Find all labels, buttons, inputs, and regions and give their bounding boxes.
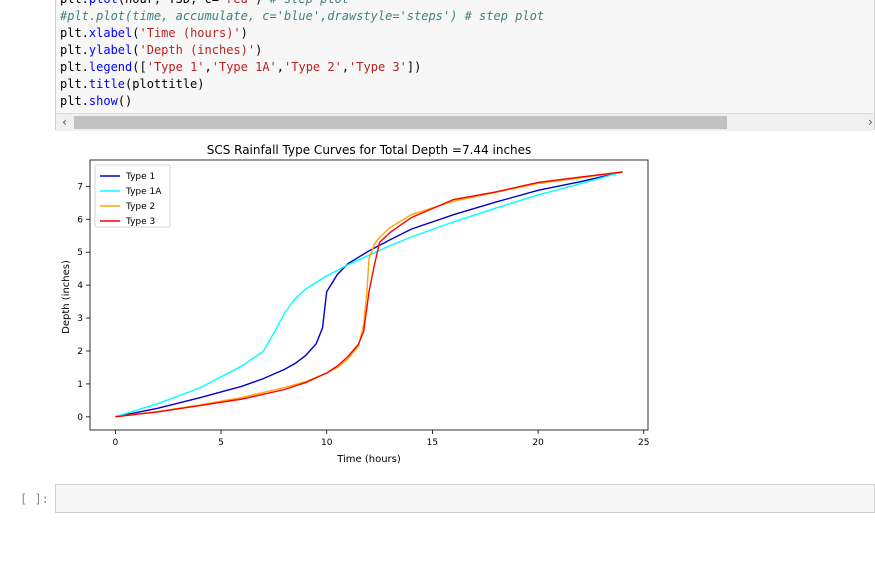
scroll-right-icon[interactable]: › <box>868 115 873 129</box>
code-token: plt. <box>60 94 89 108</box>
x-tick-label: 0 <box>112 438 118 448</box>
series-layer <box>115 171 623 418</box>
code-token: plt. <box>60 77 89 91</box>
code-token: plt. <box>60 26 89 40</box>
code-token: legend <box>88 60 133 74</box>
y-tick-label: 7 <box>77 182 83 192</box>
code-token: ylabel <box>88 43 133 57</box>
ticks-layer: 0 5 10 15 20 25 0 1 2 3 4 5 6 7 <box>77 182 649 448</box>
y-tick-label: 4 <box>77 281 83 291</box>
scrollbar-thumb[interactable] <box>74 116 727 129</box>
code-token: ) <box>255 0 269 6</box>
rainfall-chart: SCS Rainfall Type Curves for Total Depth… <box>61 143 649 465</box>
series-line-type-1 <box>115 171 623 418</box>
code-line: #plt.plot(time, accumulate, c='blue',dra… <box>60 8 544 25</box>
y-tick-label: 0 <box>77 413 83 423</box>
x-tick-label: 10 <box>321 438 333 448</box>
code-token: ( <box>132 43 140 57</box>
code-token: 'Type 2' <box>284 60 342 74</box>
code-line: plt.ylabel('Depth (inches)') <box>60 42 544 59</box>
y-tick-label: 3 <box>77 314 83 324</box>
x-tick-label: 15 <box>427 438 438 448</box>
code-token: , <box>204 60 212 74</box>
code-token: #plt.plot(time, accumulate, c='blue',dra… <box>60 9 545 23</box>
code-token: , <box>276 60 285 74</box>
scroll-left-icon[interactable]: ‹ <box>62 115 67 129</box>
code-token: ]) <box>406 60 422 74</box>
code-token: 'Depth (inches)' <box>139 43 256 57</box>
code-token: show <box>88 94 118 108</box>
code-token: 'Type 1A' <box>211 60 277 74</box>
code-token: ) <box>240 26 248 40</box>
code-token: ) <box>255 43 263 57</box>
x-tick-label: 5 <box>218 438 224 448</box>
code-token: title <box>88 77 126 91</box>
code-token: ( <box>132 26 140 40</box>
code-token: , c= <box>190 0 219 6</box>
chart-title: SCS Rainfall Type Curves for Total Depth… <box>207 143 532 157</box>
x-tick-label: 25 <box>638 438 649 448</box>
code-line: plt.xlabel('Time (hours)') <box>60 25 544 42</box>
code-line: plt.plot(hour, T3D, c='red') # step plot <box>60 0 544 8</box>
code-token: plot <box>89 0 118 6</box>
code-token: (hour, <box>118 0 169 6</box>
legend-label: Type 1A <box>125 187 162 197</box>
plot-frame <box>89 159 649 431</box>
cell-output: SCS Rainfall Type Curves for Total Depth… <box>55 135 655 470</box>
y-tick-label: 6 <box>77 215 83 225</box>
y-tick-label: 2 <box>77 347 83 357</box>
empty-code-cell[interactable] <box>55 484 875 513</box>
code-token: T3D <box>168 0 190 6</box>
cell-prompt: [ ]: <box>20 492 49 506</box>
code-token: # step plot <box>270 0 349 6</box>
series-line-type-1a <box>115 171 623 418</box>
legend-label: Type 3 <box>125 217 155 227</box>
code-token: plt. <box>60 60 89 74</box>
x-axis-label: Time (hours) <box>336 454 401 465</box>
y-tick-label: 1 <box>77 380 83 390</box>
code-token: () <box>117 94 133 108</box>
code-editor[interactable]: plt.plot(hour, T3D, c='red') # step plot… <box>60 0 544 110</box>
code-token: 'Type 1' <box>146 60 205 74</box>
code-line: plt.legend(['Type 1','Type 1A','Type 2',… <box>60 59 544 76</box>
code-token: 'Time (hours)' <box>139 26 241 40</box>
code-token: plt. <box>60 0 89 6</box>
code-token: xlabel <box>88 26 133 40</box>
legend: Type 1 Type 1A Type 2 Type 3 <box>94 164 171 228</box>
y-axis-label: Depth (inches) <box>61 260 72 334</box>
series-line-type-3 <box>115 171 623 418</box>
legend-label: Type 2 <box>125 202 155 212</box>
legend-box <box>94 164 171 228</box>
x-tick-label: 20 <box>532 438 544 448</box>
code-cell[interactable]: plt.plot(hour, T3D, c='red') # step plot… <box>55 0 875 131</box>
code-line: plt.show() <box>60 93 544 110</box>
code-token: 'Type 3' <box>349 60 407 74</box>
code-token: ([ <box>132 60 147 74</box>
code-token: , <box>341 60 350 74</box>
code-token: (plottitle) <box>125 77 205 91</box>
horizontal-scrollbar[interactable]: ‹ › <box>56 113 874 131</box>
legend-label: Type 1 <box>125 172 155 182</box>
code-token: 'red' <box>219 0 255 6</box>
y-tick-label: 5 <box>77 248 83 258</box>
code-token: plt. <box>60 43 89 57</box>
code-line: plt.title(plottitle) <box>60 76 544 93</box>
series-line-type-2 <box>115 171 623 418</box>
